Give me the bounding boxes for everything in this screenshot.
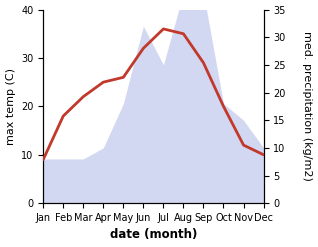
X-axis label: date (month): date (month) <box>110 228 197 242</box>
Y-axis label: med. precipitation (kg/m2): med. precipitation (kg/m2) <box>302 31 313 181</box>
Y-axis label: max temp (C): max temp (C) <box>5 68 16 145</box>
